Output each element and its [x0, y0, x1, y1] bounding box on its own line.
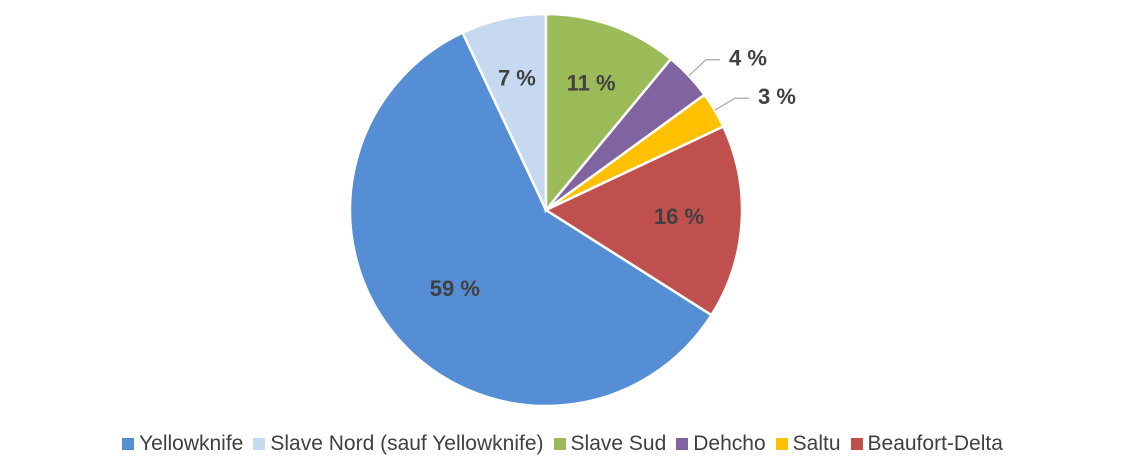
data-label: 16 % [654, 204, 704, 229]
legend-swatch [122, 438, 135, 450]
legend-swatch [775, 438, 788, 450]
pie-slice [348, 30, 714, 408]
legend-swatch [253, 438, 266, 450]
legend-label: Slave Nord (sauf Yellowknife) [270, 432, 544, 455]
legend-item: Beaufort-Delta [850, 432, 1003, 456]
leader-line [688, 59, 721, 77]
legend: Yellowknife Slave Nord (sauf Yellowknife)… [0, 432, 1125, 456]
legend-label: Yellowknife [139, 432, 244, 455]
legend-label: Saltu [792, 432, 841, 455]
legend-item: Yellowknife [122, 432, 243, 456]
data-label: 7 % [498, 66, 536, 91]
legend-swatch [553, 438, 566, 450]
pie-slice [544, 12, 673, 214]
data-label: 59 % [430, 276, 480, 301]
data-label: 4 % [729, 46, 767, 71]
data-label: 3 % [758, 84, 796, 109]
leader-line [714, 97, 749, 111]
pie-slice [543, 124, 744, 317]
legend-item: Dehcho [676, 432, 766, 456]
pie-area: 59 % 7 % 11 % 4 % 3 % 16 % [348, 12, 796, 408]
legend-item: Slave Sud [553, 432, 667, 456]
data-label: 11 % [567, 70, 616, 95]
legend-item: Saltu [775, 432, 841, 456]
legend-label: Slave Sud [570, 432, 667, 455]
legend-swatch [850, 438, 863, 450]
legend-label: Beaufort-Delta [867, 432, 1003, 455]
legend-swatch [676, 438, 689, 450]
legend-item: Slave Nord (sauf Yellowknife) [253, 432, 544, 456]
legend-label: Dehcho [693, 432, 766, 455]
